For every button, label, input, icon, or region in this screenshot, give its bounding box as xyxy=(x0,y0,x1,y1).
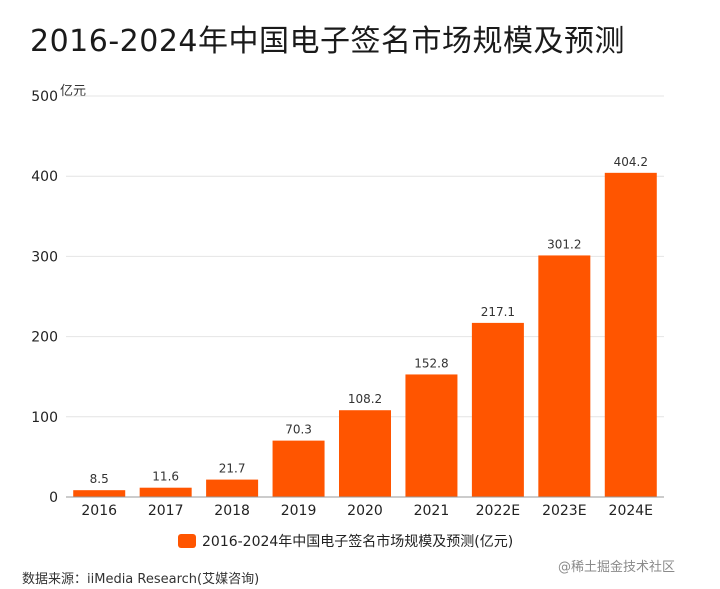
y-tick-label: 0 xyxy=(49,490,58,506)
bar xyxy=(604,172,657,497)
chart-title: 2016-2024年中国电子签名市场规模及预测 xyxy=(30,24,626,59)
y-tick-label: 100 xyxy=(31,410,58,426)
y-tick-label: 500 xyxy=(31,89,58,105)
data-label: 11.6 xyxy=(152,470,179,484)
data-label: 404.2 xyxy=(614,155,648,169)
legend-label: 2016-2024年中国电子签名市场规模及预测(亿元) xyxy=(202,534,514,550)
data-label: 21.7 xyxy=(219,462,246,476)
watermark: @稀土掘金技术社区 xyxy=(558,560,676,575)
x-tick-label: 2016 xyxy=(81,503,117,519)
data-label: 108.2 xyxy=(348,392,382,406)
data-source: 数据来源：iiMedia Research(艾媒咨询) xyxy=(22,572,260,587)
bar xyxy=(206,479,259,497)
x-tick-label: 2020 xyxy=(347,503,383,519)
data-label: 301.2 xyxy=(547,237,581,251)
bar xyxy=(538,255,591,497)
x-tick-label: 2018 xyxy=(214,503,250,519)
bar xyxy=(339,410,391,497)
bar xyxy=(471,322,524,497)
bar xyxy=(139,487,192,497)
x-tick-label: 2023E xyxy=(542,503,586,519)
x-tick-label: 2021 xyxy=(414,503,450,519)
x-tick-label: 2019 xyxy=(281,503,317,519)
y-axis-ticks: 0 100 200 300 400 500 xyxy=(31,89,58,506)
legend: 2016-2024年中国电子签名市场规模及预测(亿元) xyxy=(178,531,513,551)
x-tick-label: 2017 xyxy=(148,503,184,519)
data-label: 70.3 xyxy=(285,423,312,437)
y-tick-label: 400 xyxy=(31,169,58,185)
data-label: 8.5 xyxy=(90,472,109,486)
x-tick-label: 2024E xyxy=(609,503,653,519)
x-tick-label: 2022E xyxy=(476,503,520,519)
value-labels: 8.5 11.6 21.7 70.3 108.2 152.8 217.1 301.2 404.2 xyxy=(90,155,648,486)
bar xyxy=(73,490,126,497)
bar xyxy=(405,374,458,497)
y-tick-label: 300 xyxy=(31,249,58,265)
bar xyxy=(272,440,325,497)
data-label: 152.8 xyxy=(414,356,448,370)
legend-swatch xyxy=(178,534,196,548)
y-axis-unit: 亿元 xyxy=(60,84,87,99)
y-tick-label: 200 xyxy=(31,330,58,346)
bars xyxy=(73,172,657,497)
data-label: 217.1 xyxy=(481,305,515,319)
x-axis-ticks: 2016 2017 2018 2019 2020 2021 2022E 2023E 2024E xyxy=(81,503,653,519)
